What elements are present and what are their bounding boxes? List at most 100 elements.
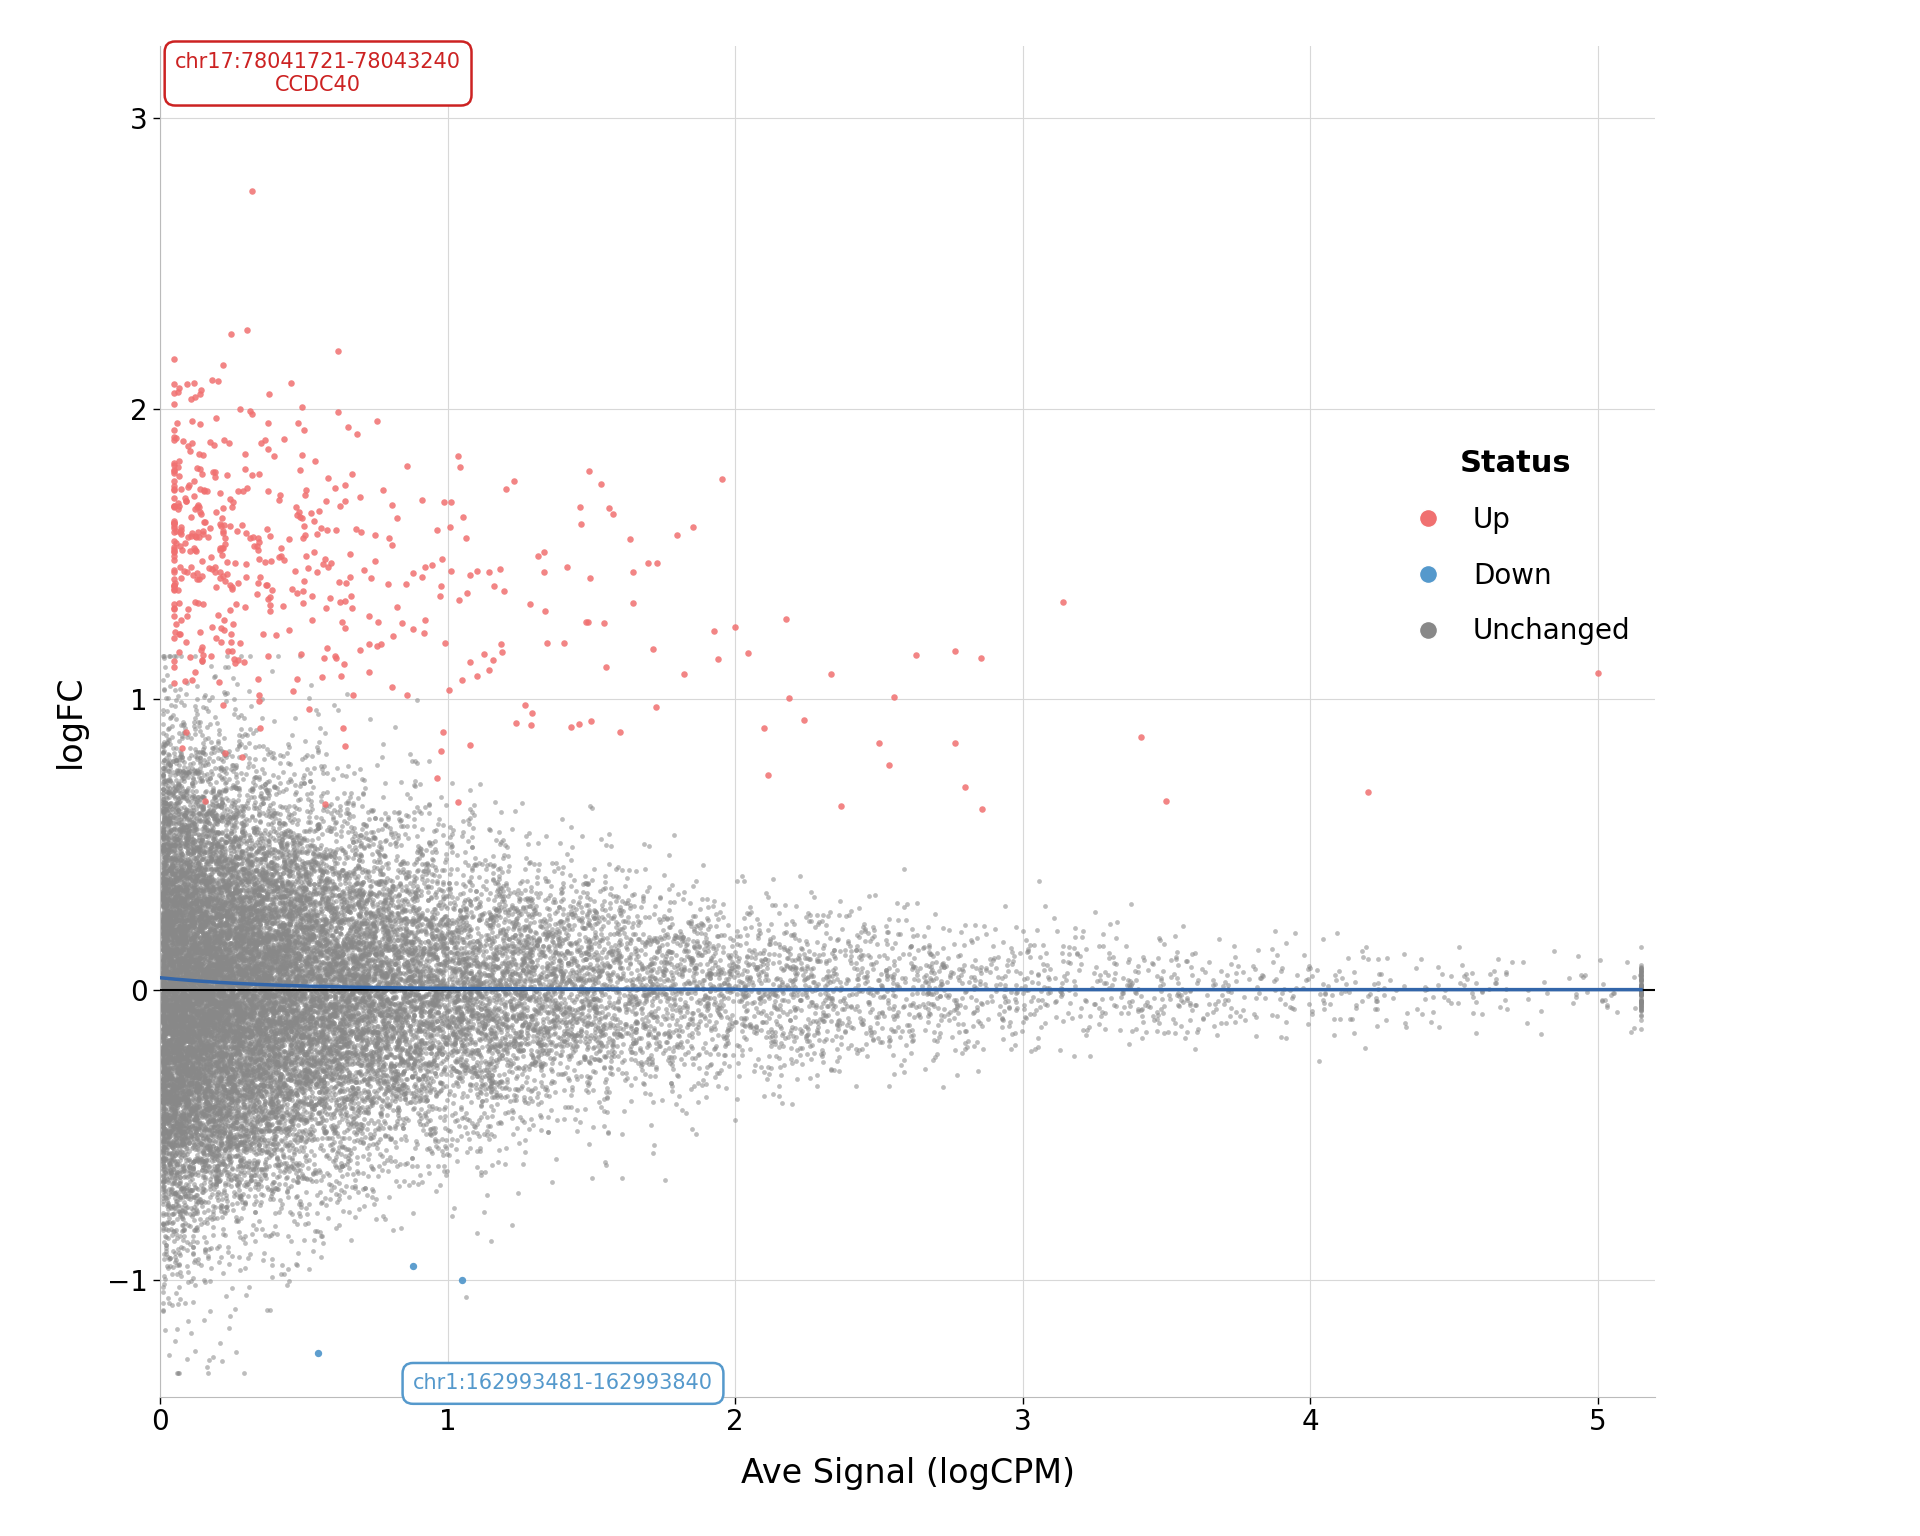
Point: [205, 905, 236, 929]
Point: [180, 1247, 211, 1272]
Point: [165, 1011, 196, 1035]
Point: [296, 1012, 326, 1037]
Point: [403, 1066, 434, 1091]
Point: [190, 975, 221, 1000]
Point: [161, 1138, 192, 1163]
Point: [173, 1081, 204, 1106]
Point: [386, 935, 417, 960]
Point: [150, 1080, 180, 1104]
Point: [324, 952, 355, 977]
Point: [230, 935, 261, 960]
Point: [190, 1034, 221, 1058]
Point: [298, 940, 328, 965]
Point: [1626, 963, 1657, 988]
Point: [457, 974, 488, 998]
Point: [157, 854, 188, 879]
Point: [273, 823, 303, 848]
Point: [156, 1217, 186, 1241]
Point: [252, 1111, 282, 1135]
Point: [202, 1051, 232, 1075]
Point: [1198, 972, 1229, 997]
Point: [148, 888, 179, 912]
Point: [326, 1150, 357, 1175]
Point: [250, 982, 280, 1006]
Point: [152, 926, 182, 951]
Point: [177, 983, 207, 1008]
Point: [159, 992, 190, 1017]
Point: [227, 839, 257, 863]
Point: [399, 814, 430, 839]
Point: [607, 966, 637, 991]
Point: [267, 883, 298, 908]
Point: [219, 949, 250, 974]
Point: [301, 908, 332, 932]
Point: [695, 948, 726, 972]
Point: [204, 1118, 234, 1143]
Point: [605, 1009, 636, 1034]
Point: [230, 909, 261, 934]
Point: [290, 1000, 321, 1025]
Point: [154, 969, 184, 994]
Point: [463, 937, 493, 962]
Point: [284, 1037, 315, 1061]
Point: [198, 952, 228, 977]
Point: [440, 1023, 470, 1048]
Point: [259, 843, 290, 868]
Point: [175, 828, 205, 852]
Point: [390, 985, 420, 1009]
Point: [167, 988, 198, 1012]
Point: [209, 974, 240, 998]
Point: [808, 1008, 839, 1032]
Point: [280, 951, 311, 975]
Point: [169, 1224, 200, 1249]
Point: [171, 989, 202, 1014]
Point: [198, 1193, 228, 1218]
Point: [772, 946, 803, 971]
Point: [447, 1003, 478, 1028]
Point: [265, 1044, 296, 1069]
Point: [175, 1120, 205, 1144]
Point: [154, 1086, 184, 1111]
Point: [171, 1060, 202, 1084]
Point: [273, 917, 303, 942]
Point: [234, 823, 265, 848]
Point: [363, 934, 394, 958]
Point: [655, 986, 685, 1011]
Point: [209, 1057, 240, 1081]
Point: [275, 900, 305, 925]
Point: [278, 863, 309, 888]
Point: [540, 1080, 570, 1104]
Point: [152, 955, 182, 980]
Point: [275, 980, 305, 1005]
Point: [219, 949, 250, 974]
Point: [202, 906, 232, 931]
Point: [227, 1034, 257, 1058]
Point: [549, 974, 580, 998]
Point: [211, 923, 242, 948]
Point: [695, 978, 726, 1003]
Point: [194, 974, 225, 998]
Point: [303, 1100, 334, 1124]
Point: [298, 951, 328, 975]
Point: [234, 1094, 265, 1118]
Point: [238, 949, 269, 974]
Point: [169, 952, 200, 977]
Point: [253, 929, 284, 954]
Point: [420, 957, 451, 982]
Point: [346, 895, 376, 920]
Point: [1511, 1011, 1542, 1035]
Point: [319, 937, 349, 962]
Point: [436, 931, 467, 955]
Point: [186, 957, 217, 982]
Point: [205, 945, 236, 969]
Point: [148, 837, 179, 862]
Point: [192, 900, 223, 925]
Point: [340, 957, 371, 982]
Point: [159, 906, 190, 931]
Point: [409, 1009, 440, 1034]
Point: [374, 928, 405, 952]
Point: [148, 908, 179, 932]
Point: [165, 997, 196, 1021]
Point: [858, 983, 889, 1008]
Point: [420, 954, 451, 978]
